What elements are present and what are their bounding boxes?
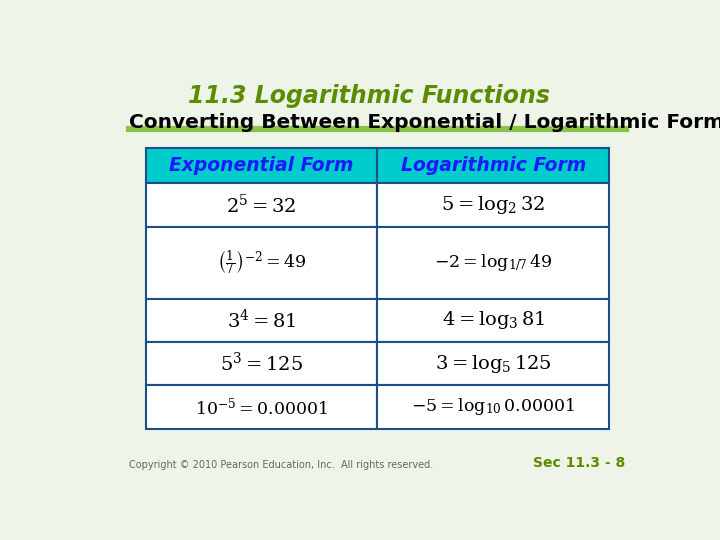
Bar bbox=[145, 227, 377, 299]
Bar bbox=[145, 386, 377, 429]
Bar bbox=[145, 342, 377, 386]
Bar bbox=[377, 148, 609, 183]
Bar bbox=[377, 227, 609, 299]
Text: $-2 = \log_{1/7} 49$: $-2 = \log_{1/7} 49$ bbox=[433, 252, 552, 273]
Text: 11.3 Logarithmic Functions: 11.3 Logarithmic Functions bbox=[188, 84, 550, 107]
Bar bbox=[377, 342, 609, 386]
Bar bbox=[145, 183, 377, 227]
Bar bbox=[145, 299, 377, 342]
Bar bbox=[377, 386, 609, 429]
Bar bbox=[377, 183, 609, 227]
Text: $5 = \log_2 32$: $5 = \log_2 32$ bbox=[441, 194, 545, 216]
Text: $\left(\frac{1}{7}\right)^{-2} = 49$: $\left(\frac{1}{7}\right)^{-2} = 49$ bbox=[217, 248, 307, 277]
Text: $-5 = \log_{10} 0.00001$: $-5 = \log_{10} 0.00001$ bbox=[411, 396, 575, 417]
Text: Exponential Form: Exponential Form bbox=[169, 156, 354, 175]
Text: $5^3 = 125$: $5^3 = 125$ bbox=[220, 352, 303, 375]
Text: $4 = \log_3 81$: $4 = \log_3 81$ bbox=[441, 309, 545, 332]
Text: $3^4 = 81$: $3^4 = 81$ bbox=[227, 309, 297, 332]
Text: Sec 11.3 - 8: Sec 11.3 - 8 bbox=[534, 456, 626, 470]
Text: Logarithmic Form: Logarithmic Form bbox=[400, 156, 586, 175]
Text: $2^5 = 32$: $2^5 = 32$ bbox=[226, 193, 297, 217]
Bar bbox=[377, 299, 609, 342]
Text: $3 = \log_5 125$: $3 = \log_5 125$ bbox=[435, 353, 552, 375]
Text: $10^{-5} = 0.00001$: $10^{-5} = 0.00001$ bbox=[195, 396, 328, 418]
Text: Converting Between Exponential / Logarithmic Forms: Converting Between Exponential / Logarit… bbox=[129, 113, 720, 132]
Bar bbox=[145, 148, 377, 183]
Text: Copyright © 2010 Pearson Education, Inc.  All rights reserved.: Copyright © 2010 Pearson Education, Inc.… bbox=[129, 460, 433, 470]
